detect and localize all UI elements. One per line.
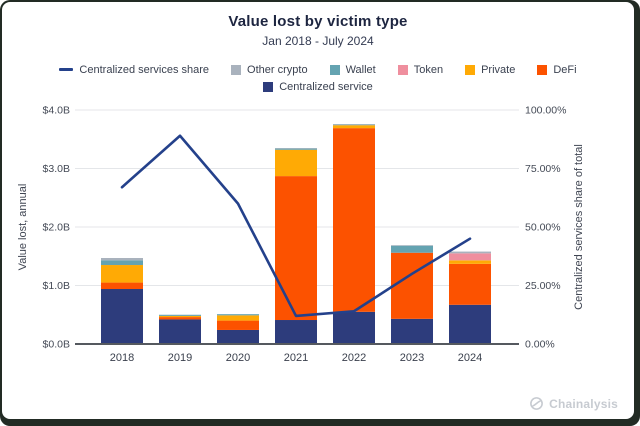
chart-card: Value lost by victim type Jan 2018 - Jul… [2,2,634,419]
bar-2020-defi [217,320,259,330]
x-tick-2021: 2021 [284,352,308,364]
bar-2019-wallet [159,314,201,316]
y-left-tick: $2.0B [43,222,70,234]
y-left-axis-title: Value lost, annual [17,184,29,271]
y-right-tick: 25.00% [525,280,561,292]
bar-2022-defi [333,128,375,312]
bar-2024-defi [449,263,491,305]
legend-label: Centralized services share [79,63,210,76]
y-left-tick: $1.0B [43,280,70,292]
y-right-axis-title: Centralized services share of total [573,144,585,310]
x-tick-2024: 2024 [458,352,482,364]
legend-item-centralized-service: Centralized service [263,81,373,93]
bar-2020-wallet [217,314,259,316]
bar-2019-defi [159,317,201,320]
bar-2018-private [101,265,143,283]
legend-label: Token [413,63,444,76]
chart-plot: $0.0B $1.0B $2.0B $3.0B $4.0B 0.00% 25.00% 50.0… [17,105,585,365]
legend-swatch-icon [231,64,242,75]
chart-title: Value lost by victim type [228,13,408,30]
bar-2023-centralized-service [391,318,433,344]
bar-2019-centralized-service [159,319,201,344]
x-tick-2019: 2019 [168,352,192,364]
chainalysis-logo: Chainalysis [529,396,618,411]
bar-2018-defi [101,282,143,290]
y-left-tick: $3.0B [43,163,70,175]
brand-name: Chainalysis [549,396,618,411]
legend-swatch-icon [397,64,408,75]
bar-2020-centralized-service [217,329,259,344]
legend-swatch-icon [59,68,74,71]
legend-item-other-crypto: Other crypto [231,64,308,76]
bar-2021-private [275,149,317,177]
legend-row-2: Centralized service [2,78,634,95]
x-tick-2018: 2018 [110,352,134,364]
bar-2018-wallet [101,260,143,266]
legend-swatch-icon [263,81,274,92]
bar-2022-wallet [333,124,375,126]
bar-2024-token [449,253,491,261]
chart-subtitle: Jan 2018 - July 2024 [262,34,374,48]
y-left-tick: $0.0B [43,339,70,351]
legend-item-wallet: Wallet [329,63,376,76]
legend-item-centralized-services-share: Centralized services share [59,64,209,76]
legend: Centralized services share Other crypto Wa… [2,61,634,95]
y-right-tick: 100.00% [525,105,566,117]
bar-2024-other-crypto [449,251,491,254]
bar-2023-wallet [391,245,433,253]
bar-2023-other-crypto [391,245,433,246]
bar-2019-private [159,315,201,318]
legend-label: Private [481,63,516,76]
bar-2021-centralized-service [275,320,317,344]
bar-2022-centralized-service [333,311,375,344]
bar-2021-other-crypto [275,148,317,149]
bar-2023-defi [391,252,433,319]
legend-swatch-icon [465,64,476,75]
x-tick-2023: 2023 [400,352,424,364]
y-left-tick: $4.0B [43,105,70,117]
legend-row-1: Centralized services share Other crypto Wa… [2,61,634,78]
bar-2022-other-crypto [333,124,375,125]
bar-2021-defi [275,176,317,321]
legend-item-defi: DeFi [537,63,577,76]
y-right-tick: 75.00% [525,163,561,175]
legend-swatch-icon [537,64,548,75]
bar-2020-private [217,315,259,321]
legend-swatch-icon [329,64,340,75]
centralized-share-line [120,134,472,318]
legend-label: Wallet [345,63,376,76]
y-right-tick: 0.00% [525,339,555,351]
chainalysis-knot-icon [530,397,544,410]
legend-label: Centralized service [279,80,373,93]
legend-label: Other crypto [247,63,308,76]
bar-2024-private [449,260,491,264]
legend-item-token: Token [397,63,444,76]
legend-label: DeFi [553,63,577,76]
y-right-tick: 50.00% [525,222,561,234]
x-tick-2020: 2020 [226,352,250,364]
x-tick-2022: 2022 [342,352,366,364]
bar-2022-private [333,125,375,129]
bar-2018-other-crypto [101,258,143,261]
bar-2018-centralized-service [101,289,143,344]
bar-2024-centralized-service [449,304,491,344]
chart-header: Value lost by victim type Jan 2018 - Jul… [2,2,634,48]
bar-2021-wallet [275,148,317,150]
legend-item-private: Private [465,64,515,76]
